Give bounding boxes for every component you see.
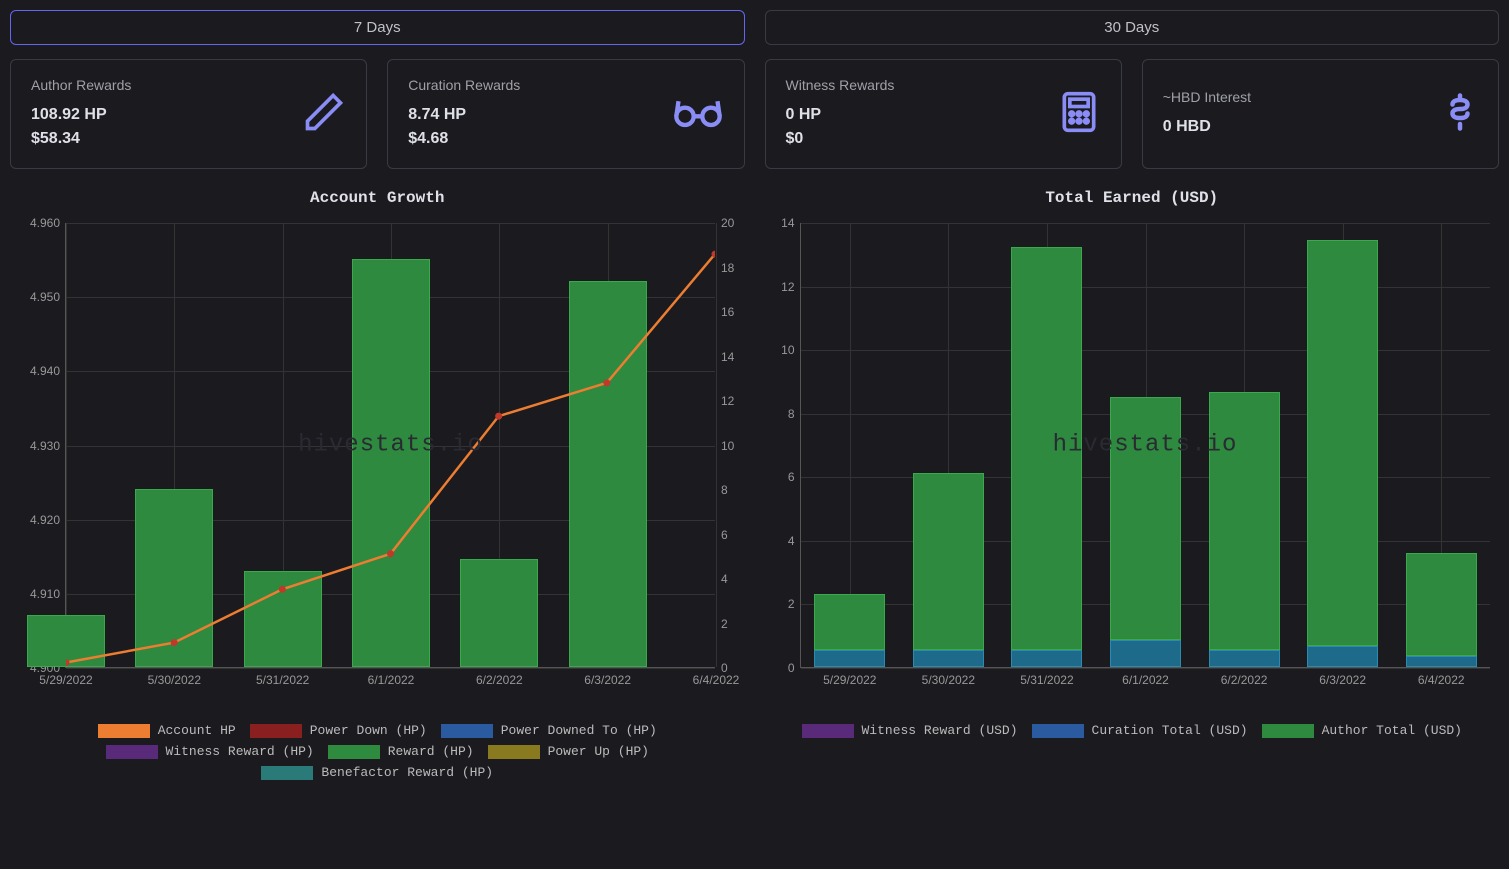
summary-cards: Author Rewards 108.92 HP $58.34 Curation… xyxy=(10,59,1499,169)
chart-legend: Account HP Power Down (HP) Power Downed To… xyxy=(10,723,745,780)
card-value-usd: $4.68 xyxy=(408,127,520,151)
legend-item[interactable]: Account HP xyxy=(98,723,236,738)
legend-swatch xyxy=(250,724,302,738)
legend-swatch xyxy=(106,745,158,759)
chart-account-growth: Account Growth 4.9004.9104.9204.9304.940… xyxy=(10,189,745,780)
card-value-hbd: 0 HBD xyxy=(1163,115,1251,139)
range-tabs: 7 Days 30 Days xyxy=(10,10,1499,45)
legend-label: Power Down (HP) xyxy=(310,723,427,738)
legend-item[interactable]: Author Total (USD) xyxy=(1262,723,1462,738)
stacked-bar xyxy=(1406,553,1477,667)
card-witness-rewards: Witness Rewards 0 HP $0 xyxy=(765,59,1122,169)
legend-label: Curation Total (USD) xyxy=(1092,723,1248,738)
bar xyxy=(352,259,430,667)
legend-swatch xyxy=(1032,724,1084,738)
legend-swatch xyxy=(328,745,380,759)
legend-swatch xyxy=(1262,724,1314,738)
stacked-bar xyxy=(1011,247,1082,667)
dollar-icon xyxy=(1442,90,1478,139)
card-title: ~HBD Interest xyxy=(1163,89,1251,105)
chart-total-earned: Total Earned (USD) 024681012145/29/20225… xyxy=(765,189,1500,780)
legend-item[interactable]: Witness Reward (USD) xyxy=(802,723,1018,738)
legend-label: Reward (HP) xyxy=(388,744,474,759)
legend-label: Author Total (USD) xyxy=(1322,723,1462,738)
chart-title: Total Earned (USD) xyxy=(765,189,1500,207)
card-value-hp: 8.74 HP xyxy=(408,103,520,127)
legend-item[interactable]: Benefactor Reward (HP) xyxy=(261,765,493,780)
legend-item[interactable]: Witness Reward (HP) xyxy=(106,744,314,759)
chart-title: Account Growth xyxy=(10,189,745,207)
card-hbd-interest: ~HBD Interest 0 HBD xyxy=(1142,59,1499,169)
legend-item[interactable]: Reward (HP) xyxy=(328,744,474,759)
chart-legend: Witness Reward (USD) Curation Total (USD)… xyxy=(765,723,1500,738)
bar xyxy=(569,281,647,667)
legend-item[interactable]: Power Up (HP) xyxy=(488,744,649,759)
legend-swatch xyxy=(802,724,854,738)
legend-label: Witness Reward (USD) xyxy=(862,723,1018,738)
tab-7-days[interactable]: 7 Days xyxy=(10,10,745,45)
legend-swatch xyxy=(98,724,150,738)
card-value-hp: 0 HP xyxy=(786,103,895,127)
legend-item[interactable]: Power Down (HP) xyxy=(250,723,427,738)
legend-label: Witness Reward (HP) xyxy=(166,744,314,759)
stacked-bar xyxy=(814,594,885,667)
stacked-bar xyxy=(1110,397,1181,667)
bar xyxy=(244,571,322,667)
legend-swatch xyxy=(441,724,493,738)
bar xyxy=(460,559,538,667)
stacked-bar xyxy=(1307,239,1378,667)
legend-item[interactable]: Curation Total (USD) xyxy=(1032,723,1248,738)
legend-label: Benefactor Reward (HP) xyxy=(321,765,493,780)
card-title: Author Rewards xyxy=(31,77,131,93)
bar xyxy=(27,615,105,667)
card-value-usd: $58.34 xyxy=(31,127,131,151)
bar xyxy=(135,489,213,667)
card-title: Witness Rewards xyxy=(786,77,895,93)
card-value-usd: $0 xyxy=(786,127,895,151)
stacked-bar xyxy=(1209,392,1280,667)
card-curation-rewards: Curation Rewards 8.74 HP $4.68 xyxy=(387,59,744,169)
legend-label: Power Downed To (HP) xyxy=(501,723,657,738)
legend-label: Power Up (HP) xyxy=(548,744,649,759)
legend-item[interactable]: Power Downed To (HP) xyxy=(441,723,657,738)
calculator-icon xyxy=(1057,90,1101,139)
pencil-icon xyxy=(302,90,346,139)
card-value-hp: 108.92 HP xyxy=(31,103,131,127)
legend-swatch xyxy=(261,766,313,780)
glasses-icon xyxy=(672,90,724,139)
stacked-bar xyxy=(913,473,984,667)
card-title: Curation Rewards xyxy=(408,77,520,93)
card-author-rewards: Author Rewards 108.92 HP $58.34 xyxy=(10,59,367,169)
legend-label: Account HP xyxy=(158,723,236,738)
tab-30-days[interactable]: 30 Days xyxy=(765,10,1500,45)
legend-swatch xyxy=(488,745,540,759)
